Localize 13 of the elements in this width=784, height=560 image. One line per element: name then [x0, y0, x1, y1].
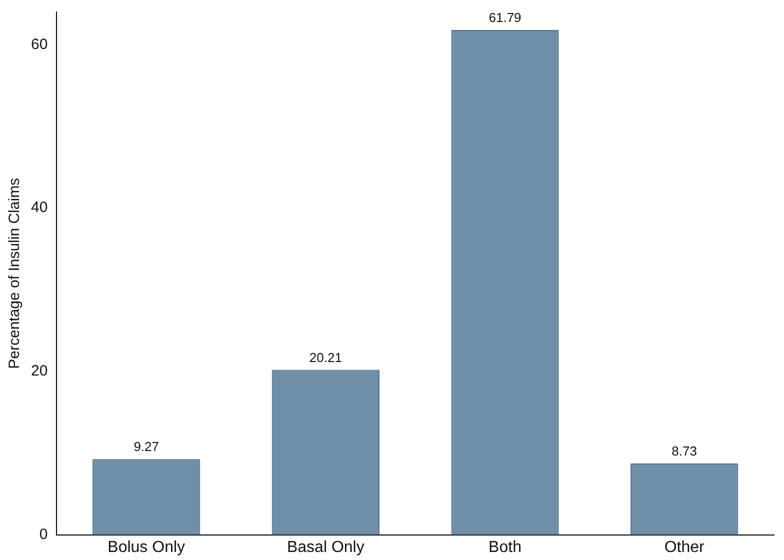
- y-axis-title: Percentage of Insulin Claims: [6, 178, 24, 369]
- x-tick-label: Other: [664, 538, 706, 556]
- y-tick-label: 60: [30, 36, 48, 53]
- y-tick-label: 40: [30, 199, 48, 216]
- x-tick-label: Bolus Only: [108, 538, 186, 556]
- data-label: 8.73: [672, 444, 697, 459]
- y-tick-label: 0: [39, 526, 48, 543]
- data-label: 20.21: [309, 350, 342, 365]
- x-tick-label: Both: [488, 538, 522, 556]
- data-label: 9.27: [134, 439, 160, 454]
- y-tick-label: 20: [30, 362, 48, 380]
- x-tick-label: Basal Only: [286, 538, 364, 556]
- data-label: 61.79: [488, 10, 522, 26]
